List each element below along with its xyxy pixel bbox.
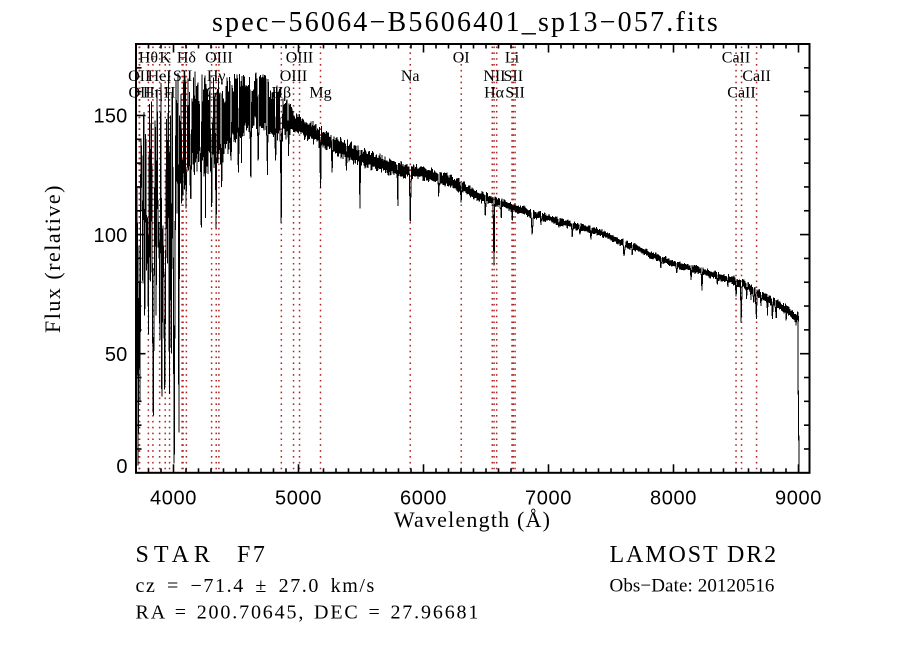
svg-text:STAR: STAR xyxy=(136,542,215,568)
svg-text:H: H xyxy=(164,85,176,102)
svg-text:100: 100 xyxy=(94,225,128,247)
svg-text:K: K xyxy=(159,50,171,67)
svg-text:Hη: Hη xyxy=(143,85,163,102)
svg-text:SII: SII xyxy=(173,68,193,85)
svg-text:SII: SII xyxy=(504,68,524,85)
svg-text:Mg: Mg xyxy=(309,85,331,102)
svg-text:Wavelength (Å): Wavelength (Å) xyxy=(394,507,551,532)
svg-text:spec−56064−B5606401_sp13−057.f: spec−56064−B5606401_sp13−057.fits xyxy=(212,7,720,38)
svg-text:7000: 7000 xyxy=(525,488,572,510)
svg-text:OII: OII xyxy=(128,68,150,85)
svg-text:SII: SII xyxy=(505,85,525,102)
svg-text:Obs−Date: 20120516: Obs−Date: 20120516 xyxy=(610,576,775,597)
svg-text:CaII: CaII xyxy=(722,50,750,67)
svg-text:5000: 5000 xyxy=(275,488,322,510)
svg-text:Hβ: Hβ xyxy=(271,85,291,102)
svg-text:G: G xyxy=(206,85,218,102)
svg-text:Flux (relative): Flux (relative) xyxy=(40,184,65,333)
svg-text:50: 50 xyxy=(105,344,128,366)
svg-text:F7: F7 xyxy=(237,542,267,568)
svg-text:8000: 8000 xyxy=(650,488,697,510)
svg-text:0: 0 xyxy=(116,456,127,478)
svg-text:6000: 6000 xyxy=(400,488,447,510)
svg-text:Na: Na xyxy=(401,68,420,85)
svg-text:Li: Li xyxy=(505,50,520,67)
svg-text:Hγ: Hγ xyxy=(207,68,226,85)
svg-text:OIII: OIII xyxy=(280,68,308,85)
svg-text:Hα: Hα xyxy=(484,85,505,102)
svg-text:CaII: CaII xyxy=(727,85,755,102)
svg-text:HeI: HeI xyxy=(148,68,172,85)
svg-text:9000: 9000 xyxy=(775,488,822,510)
svg-text:OIII: OIII xyxy=(286,50,314,67)
svg-text:Hδ: Hδ xyxy=(177,50,196,67)
svg-text:Hθ: Hθ xyxy=(139,50,158,67)
svg-text:4000: 4000 xyxy=(150,488,197,510)
svg-text:RA = 200.70645, DEC = 27.9668: RA = 200.70645, DEC = 27.96681 xyxy=(136,602,481,624)
svg-text:OIII: OIII xyxy=(205,50,233,67)
svg-text:NII: NII xyxy=(483,68,505,85)
svg-text:cz = −71.4 ± 27.0 km/s: cz = −71.4 ± 27.0 km/s xyxy=(136,575,376,597)
svg-text:OII: OII xyxy=(128,85,150,102)
svg-text:CaII: CaII xyxy=(742,68,770,85)
svg-text:OI: OI xyxy=(453,50,470,67)
svg-text:150: 150 xyxy=(94,106,128,128)
svg-text:LAMOST DR2: LAMOST DR2 xyxy=(610,542,779,568)
